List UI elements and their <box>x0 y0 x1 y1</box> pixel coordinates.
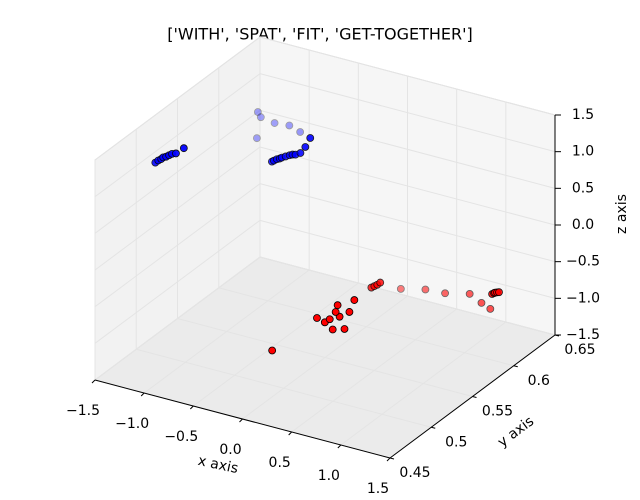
grid-line <box>177 318 473 397</box>
grid-line <box>259 73 556 153</box>
grid-line <box>94 73 261 198</box>
grid-line <box>218 287 514 367</box>
point <box>325 315 334 324</box>
y-tick <box>513 365 518 368</box>
point <box>465 289 474 298</box>
point <box>477 298 486 307</box>
grid-line <box>94 219 261 344</box>
x-tick <box>386 457 391 462</box>
z-tick-label: 0.0 <box>572 217 594 233</box>
grid-line <box>259 256 556 336</box>
point <box>421 285 430 294</box>
point <box>376 278 385 287</box>
x-tick-label: −0.5 <box>164 429 198 445</box>
point <box>396 284 405 293</box>
y-tick <box>472 396 477 398</box>
grid-line <box>94 146 261 271</box>
grid-line <box>259 109 556 189</box>
point <box>172 149 180 158</box>
x-tick-label: 1.0 <box>318 468 340 484</box>
point <box>350 296 359 304</box>
point <box>306 134 315 142</box>
point <box>270 119 279 127</box>
grid-line <box>94 183 261 308</box>
x-tick <box>140 392 145 397</box>
x-tick-label: 0.5 <box>269 455 291 471</box>
point <box>486 304 495 313</box>
point <box>253 108 262 116</box>
point <box>296 128 305 136</box>
y-tick-label: 0.65 <box>564 342 595 358</box>
point <box>340 325 349 333</box>
x-tick-label: −1.5 <box>66 403 100 419</box>
z-tick-label: 0.5 <box>572 180 594 196</box>
y-tick-label: 0.5 <box>445 434 467 450</box>
grid-line <box>136 348 432 428</box>
z-tick-label: −1.0 <box>566 290 600 306</box>
y-tick <box>431 426 436 429</box>
grid-line <box>94 256 261 381</box>
y-tick-label: 0.6 <box>528 373 550 389</box>
x-tick-label: −1.0 <box>115 416 149 432</box>
grid-line <box>259 183 556 263</box>
grid-line <box>94 36 261 161</box>
point <box>345 308 354 316</box>
point <box>256 113 265 122</box>
grid-line <box>94 109 261 234</box>
chart-title: ['WITH', 'SPAT', 'FIT', 'GET-TOGETHER'] <box>167 25 473 44</box>
x-tick <box>337 444 342 449</box>
grid-line <box>259 146 556 226</box>
point <box>495 288 503 297</box>
x-tick <box>91 379 96 384</box>
points <box>151 108 503 355</box>
point <box>179 144 188 153</box>
y-tick-label: 0.45 <box>399 465 430 481</box>
point <box>328 325 337 334</box>
x-tick <box>288 431 293 436</box>
y-tick <box>389 457 395 460</box>
point <box>296 149 305 157</box>
z-tick-label: 1.0 <box>572 144 594 160</box>
point <box>252 134 261 143</box>
point <box>441 289 449 298</box>
z-tick-label: 1.5 <box>572 107 594 123</box>
y-tick-label: 0.55 <box>482 404 513 420</box>
z-tick-label: −1.5 <box>566 327 600 343</box>
point <box>268 346 277 355</box>
point <box>285 121 294 130</box>
x-tick <box>239 418 243 423</box>
point <box>333 301 342 310</box>
x-tick-label: 1.5 <box>367 481 389 497</box>
y-axis-line <box>389 334 556 459</box>
point <box>331 308 340 316</box>
grid-line <box>259 219 556 299</box>
point <box>301 143 310 151</box>
axes: −1.5 −1.0 −0.5 0.0 0.5 1.0 1.5 0.45 0.5 0.55 0.6 0.… <box>66 107 600 497</box>
x-axis-line <box>94 379 391 459</box>
point <box>313 314 321 322</box>
z-tick-label: −0.5 <box>566 254 600 270</box>
z-axis-label: z axis <box>614 194 630 234</box>
grid-line <box>259 36 556 116</box>
x-tick-label: 0.0 <box>219 442 241 458</box>
x-tick <box>189 405 194 410</box>
